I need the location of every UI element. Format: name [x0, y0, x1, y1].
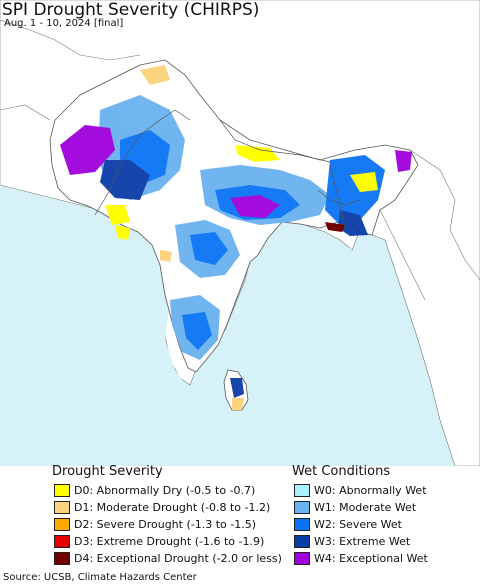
drought-legend-item: D2: Severe Drought (-1.3 to -1.5): [54, 516, 256, 532]
ocean-west: [0, 190, 210, 466]
wet-legend-item: W2: Severe Wet: [294, 516, 402, 532]
wet-legend-item: W4: Exceptional Wet: [294, 550, 428, 566]
drought-legend-label: D0: Abnormally Dry (-0.5 to -0.7): [74, 483, 256, 497]
map-area: SPI Drought Severity (CHIRPS) Aug. 1 - 1…: [0, 0, 480, 466]
drought-legend-item: D4: Exceptional Drought (-2.0 or less): [54, 550, 282, 566]
drought-legend-label: D3: Extreme Drought (-1.6 to -1.9): [74, 534, 265, 548]
wet-legend-label: W0: Abnormally Wet: [314, 483, 427, 497]
drought-legend-swatch: [54, 500, 70, 514]
drought-legend-heading: Drought Severity: [52, 464, 163, 479]
drought-legend-swatch: [54, 483, 70, 497]
wet-legend-swatch: [294, 483, 310, 497]
drought-legend-label: D1: Moderate Drought (-0.8 to -1.2): [74, 500, 271, 514]
drought-legend-swatch: [54, 534, 70, 548]
drought-legend-item: D0: Abnormally Dry (-0.5 to -0.7): [54, 482, 255, 498]
wet-legend-item: W0: Abnormally Wet: [294, 482, 427, 498]
wet-legend-swatch: [294, 500, 310, 514]
drought-map: [0, 0, 480, 466]
wet-legend-heading: Wet Conditions: [292, 464, 391, 479]
wet-legend-label: W1: Moderate Wet: [314, 500, 417, 514]
wet-legend-swatch: [294, 551, 310, 565]
drought-legend-item: D1: Moderate Drought (-0.8 to -1.2): [54, 499, 270, 515]
wet-legend-item: W3: Extreme Wet: [294, 533, 410, 549]
drought-legend-label: D2: Severe Drought (-1.3 to -1.5): [74, 517, 257, 531]
drought-legend-swatch: [54, 551, 70, 565]
country-borders: [94, 109, 361, 229]
map-title: SPI Drought Severity (CHIRPS): [2, 0, 260, 20]
wet-legend-label: W4: Exceptional Wet: [314, 551, 428, 565]
drought-legend-label: D4: Exceptional Drought (-2.0 or less): [74, 551, 282, 565]
wet-legend-item: W1: Moderate Wet: [294, 499, 416, 515]
wet-areas: [60, 95, 412, 398]
source-note: Source: UCSB, Climate Hazards Center: [3, 572, 197, 583]
wet-legend-swatch: [294, 517, 310, 531]
dry-areas: [105, 65, 378, 410]
drought-legend-item: D3: Extreme Drought (-1.6 to -1.9): [54, 533, 264, 549]
map-subtitle: Aug. 1 - 10, 2024 [final]: [4, 18, 124, 29]
drought-legend-swatch: [54, 517, 70, 531]
legend: Drought Severity Wet Conditions D0: Abno…: [0, 464, 480, 570]
wet-legend-label: W3: Extreme Wet: [314, 534, 411, 548]
wet-legend-label: W2: Severe Wet: [314, 517, 402, 531]
wet-legend-swatch: [294, 534, 310, 548]
neighbour-borders: [0, 19, 480, 301]
ocean-east: [225, 248, 420, 466]
